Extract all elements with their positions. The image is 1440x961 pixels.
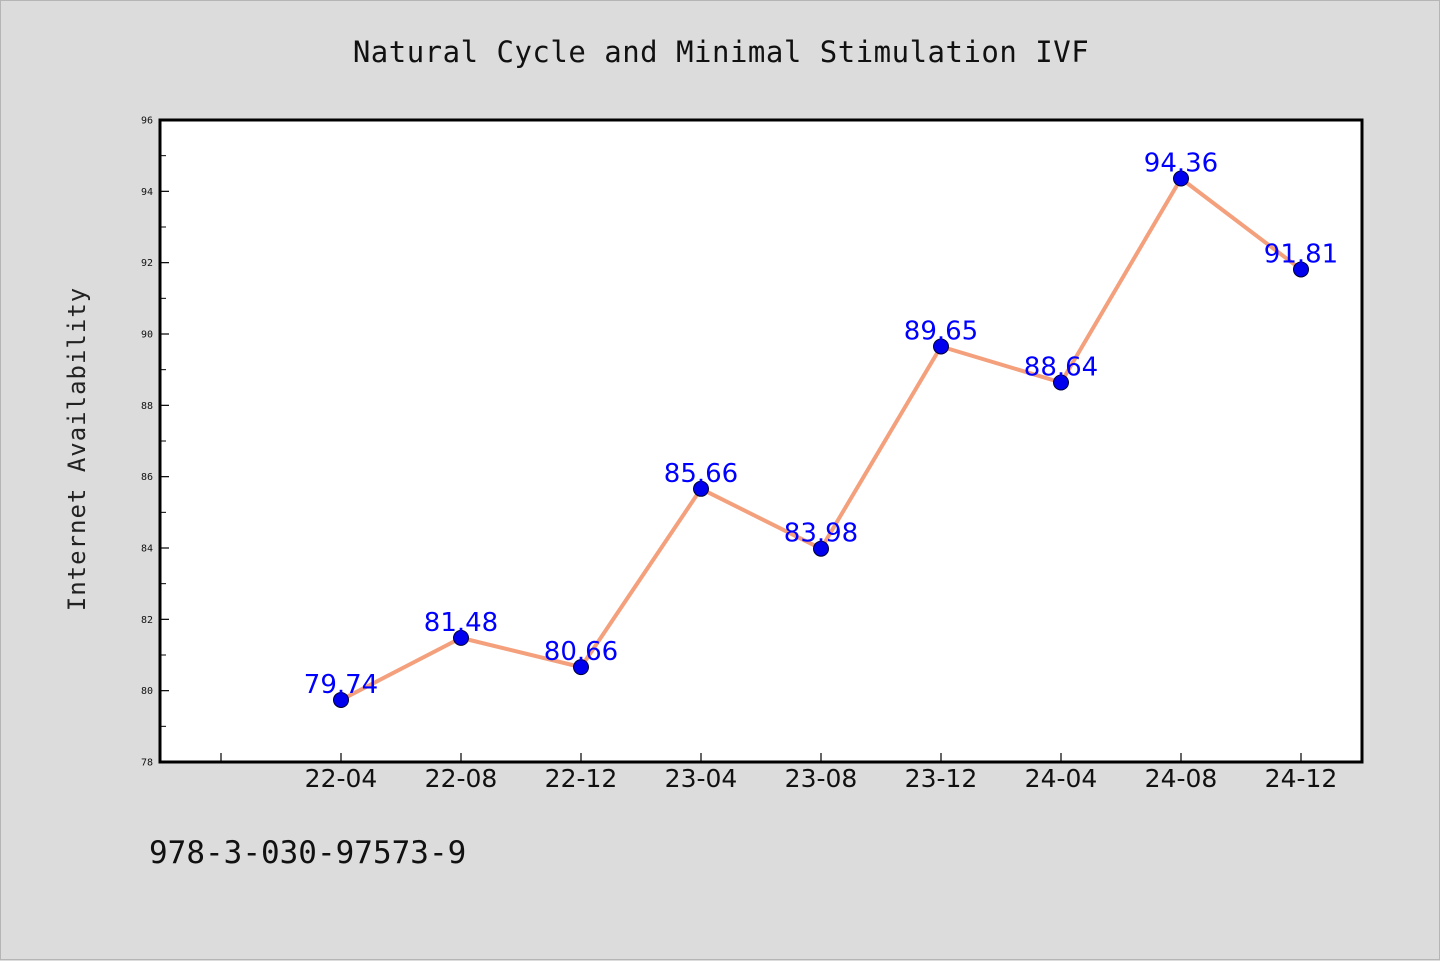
y-tick-label: 94 bbox=[141, 187, 153, 198]
y-tick-label: 96 bbox=[141, 116, 153, 127]
data-label: 81.48 bbox=[424, 608, 498, 638]
data-point bbox=[1053, 374, 1069, 391]
x-tick-label: 22-08 bbox=[425, 764, 498, 793]
x-tick-label: 22-12 bbox=[545, 764, 618, 793]
data-label: 94.36 bbox=[1144, 148, 1218, 178]
series-group: 79.74 81.48 80.66 85.66 83.98 89.65 88.64 94.36… bbox=[304, 148, 1338, 708]
chart-title: Natural Cycle and Minimal Stimulation IV… bbox=[352, 35, 1090, 69]
x-tick-label: 22-04 bbox=[305, 764, 378, 793]
x-tick-label: 24-12 bbox=[1265, 764, 1338, 793]
x-tick-label: 24-08 bbox=[1145, 764, 1218, 793]
data-label: 80.66 bbox=[544, 637, 618, 667]
y-tick-label: 82 bbox=[141, 615, 153, 626]
x-tick-label: 23-08 bbox=[785, 764, 858, 793]
data-label: 79.74 bbox=[304, 670, 378, 700]
data-point bbox=[933, 338, 949, 355]
data-point bbox=[693, 480, 709, 497]
data-label: 91.81 bbox=[1264, 239, 1338, 269]
plot-area bbox=[160, 120, 1362, 762]
x-tick-label: 23-12 bbox=[905, 764, 978, 793]
data-point bbox=[1173, 170, 1189, 187]
y-tick-label: 88 bbox=[141, 401, 153, 412]
data-point bbox=[333, 691, 349, 708]
y-tick-label: 86 bbox=[141, 472, 153, 483]
data-label: 89.65 bbox=[904, 316, 978, 346]
data-point bbox=[1293, 261, 1309, 278]
y-tick-label: 80 bbox=[141, 686, 153, 697]
y-tick-label: 90 bbox=[141, 330, 153, 341]
data-point bbox=[453, 629, 469, 646]
data-point bbox=[813, 540, 829, 557]
x-axis-ticks: 22-04 22-08 22-12 23-04 23-08 23-12 24-04 24-08… bbox=[220, 753, 1338, 793]
data-point bbox=[573, 659, 589, 676]
data-label: 85.66 bbox=[664, 459, 738, 489]
y-tick-label: 78 bbox=[141, 758, 153, 769]
y-tick-label: 92 bbox=[141, 258, 153, 269]
data-label: 88.64 bbox=[1024, 353, 1098, 383]
footer-identifier: 978-3-030-97573-9 bbox=[149, 835, 467, 871]
data-label: 83.98 bbox=[784, 519, 858, 549]
x-tick-label: 24-04 bbox=[1025, 764, 1098, 793]
y-tick-label: 84 bbox=[141, 544, 153, 555]
x-tick-label: 23-04 bbox=[665, 764, 738, 793]
plot-frame bbox=[158, 118, 1364, 764]
